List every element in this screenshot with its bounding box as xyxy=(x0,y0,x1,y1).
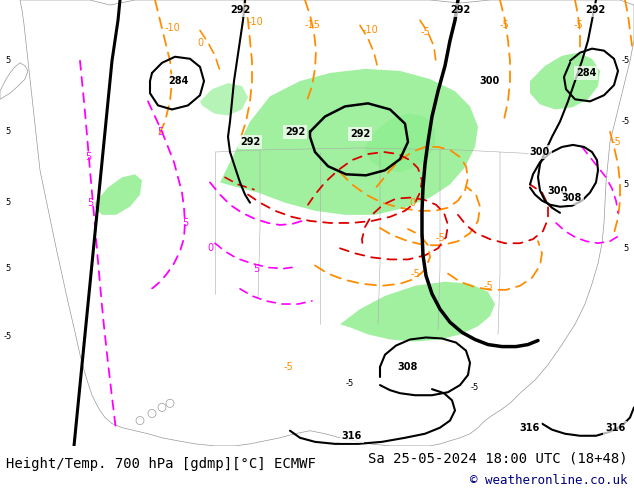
Text: 5: 5 xyxy=(253,264,259,273)
Polygon shape xyxy=(365,114,435,172)
Polygon shape xyxy=(0,63,28,99)
Text: 0: 0 xyxy=(409,197,415,208)
Text: -5: -5 xyxy=(499,21,509,30)
Text: 5: 5 xyxy=(623,244,629,253)
Text: 0: 0 xyxy=(197,38,203,48)
Text: 5: 5 xyxy=(5,198,11,207)
Text: 292: 292 xyxy=(285,127,305,137)
Text: 292: 292 xyxy=(240,137,260,147)
Text: 5: 5 xyxy=(623,180,629,189)
Text: 292: 292 xyxy=(450,5,470,15)
Circle shape xyxy=(158,403,166,412)
Text: -10: -10 xyxy=(247,17,263,27)
Text: -15: -15 xyxy=(304,21,320,30)
Text: 292: 292 xyxy=(350,129,370,139)
Text: -5: -5 xyxy=(4,332,12,341)
Text: 316: 316 xyxy=(520,423,540,433)
Polygon shape xyxy=(530,53,600,109)
Text: -5: -5 xyxy=(611,137,621,147)
Text: -5: -5 xyxy=(410,269,420,279)
Text: 300: 300 xyxy=(530,147,550,157)
Text: -5: -5 xyxy=(283,362,293,372)
Polygon shape xyxy=(220,69,478,215)
Circle shape xyxy=(166,399,174,407)
Circle shape xyxy=(136,416,144,425)
Text: -5: -5 xyxy=(435,233,445,243)
Text: Sa 25-05-2024 18:00 UTC (18+48): Sa 25-05-2024 18:00 UTC (18+48) xyxy=(368,451,628,465)
Text: 5: 5 xyxy=(5,127,11,136)
Text: 0: 0 xyxy=(207,244,213,253)
Text: 284: 284 xyxy=(576,68,596,78)
Text: -10: -10 xyxy=(164,24,180,33)
Text: -5: -5 xyxy=(483,281,493,291)
Polygon shape xyxy=(340,282,495,342)
Text: 5: 5 xyxy=(85,152,91,162)
Text: -5: -5 xyxy=(420,27,430,37)
Circle shape xyxy=(148,410,156,417)
Text: 292: 292 xyxy=(585,5,605,15)
Text: -5: -5 xyxy=(346,379,354,388)
Text: 292: 292 xyxy=(230,5,250,15)
Text: -10: -10 xyxy=(362,25,378,35)
Polygon shape xyxy=(200,83,248,116)
Text: © weatheronline.co.uk: © weatheronline.co.uk xyxy=(470,474,628,487)
Text: 300: 300 xyxy=(480,76,500,86)
Text: Height/Temp. 700 hPa [gdmp][°C] ECMWF: Height/Temp. 700 hPa [gdmp][°C] ECMWF xyxy=(6,457,316,470)
Text: 5: 5 xyxy=(5,56,11,65)
Text: 316: 316 xyxy=(342,431,362,441)
Text: 308: 308 xyxy=(562,193,582,202)
Polygon shape xyxy=(20,0,634,446)
Text: -5: -5 xyxy=(573,21,583,30)
Text: 5: 5 xyxy=(182,218,188,228)
Text: -5: -5 xyxy=(622,117,630,126)
Text: 308: 308 xyxy=(398,362,418,372)
Text: 316: 316 xyxy=(605,423,625,433)
Text: 5: 5 xyxy=(87,197,93,208)
Text: -5: -5 xyxy=(622,56,630,65)
Text: -5: -5 xyxy=(471,383,479,392)
Polygon shape xyxy=(95,174,142,215)
Text: 5: 5 xyxy=(5,264,11,273)
Text: 300: 300 xyxy=(547,186,567,196)
Text: 5: 5 xyxy=(157,127,163,137)
Text: 284: 284 xyxy=(168,76,188,86)
